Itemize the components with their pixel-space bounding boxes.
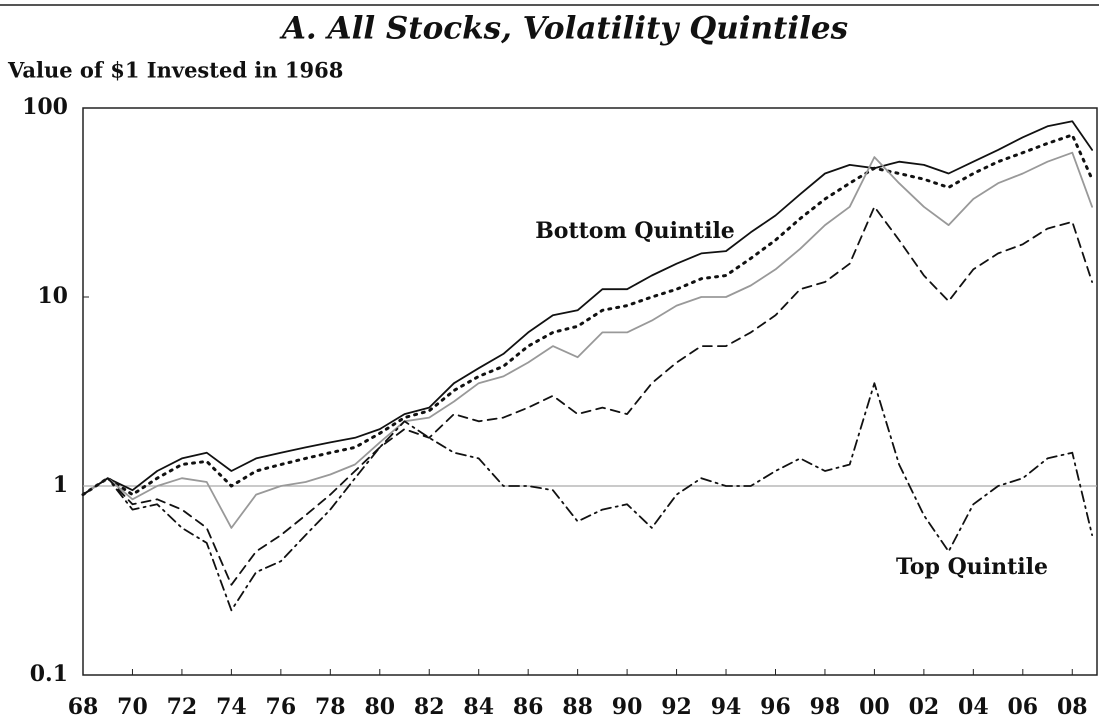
x-tick-label: 72	[167, 694, 198, 720]
series-line	[82, 205, 1093, 586]
y-tick-label: 1	[53, 472, 68, 498]
x-tick-label: 86	[513, 694, 544, 720]
x-tick-label: 78	[315, 694, 346, 720]
series-line	[81, 133, 1094, 497]
x-tick-label: 90	[612, 694, 643, 720]
x-tick-label: 00	[859, 694, 890, 720]
y-tick-label: 100	[22, 94, 68, 120]
x-tick-label: 96	[760, 694, 791, 720]
annotation: Top Quintile	[896, 554, 1048, 580]
x-tick-label: 80	[364, 694, 395, 720]
plot-frame	[82, 107, 1098, 676]
x-tick-label: 68	[68, 694, 99, 720]
x-tick-label: 82	[414, 694, 445, 720]
y-tick-label: 10	[37, 283, 68, 309]
x-tick-label: 06	[1007, 694, 1038, 720]
x-tick-label: 08	[1057, 694, 1088, 720]
x-tick-label: 84	[463, 694, 494, 720]
y-tick-label: 0.1	[30, 661, 68, 687]
x-tick-label: 76	[266, 694, 297, 720]
series-line	[82, 151, 1093, 529]
x-tick-label: 98	[810, 694, 841, 720]
annotation: Bottom Quintile	[535, 218, 735, 244]
x-tick-label: 70	[117, 694, 148, 720]
x-tick-label: 88	[562, 694, 593, 720]
chart-title: A. All Stocks, Volatility Quintiles	[279, 11, 848, 47]
x-tick-label: 92	[661, 694, 692, 720]
chart-subtitle: Value of $1 Invested in 1968	[7, 58, 343, 83]
x-tick-label: 04	[958, 694, 989, 720]
x-tick-label: 02	[909, 694, 940, 720]
x-tick-label: 94	[711, 694, 742, 720]
x-tick-label: 74	[216, 694, 247, 720]
series-line	[82, 382, 1093, 612]
series-line	[82, 120, 1093, 496]
